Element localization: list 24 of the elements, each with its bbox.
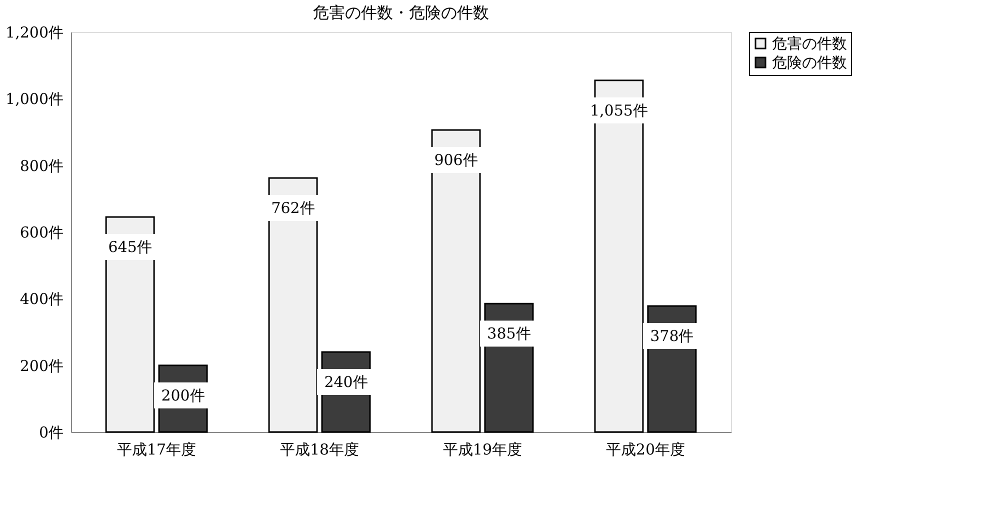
data-label: 762件 — [271, 199, 315, 217]
data-label: 906件 — [434, 151, 478, 169]
y-tick-label: 400件 — [20, 290, 64, 308]
bar — [268, 177, 318, 433]
data-label: 385件 — [487, 324, 531, 343]
y-tick-label: 200件 — [20, 356, 64, 375]
chart-title: 危害の件数・危険の件数 — [313, 3, 489, 22]
y-tick-label: 600件 — [20, 224, 64, 242]
y-tick-label: 0件 — [38, 424, 64, 442]
data-label: 200件 — [161, 386, 205, 404]
y-tick-label: 1,000件 — [6, 90, 64, 108]
y-tick-label: 800件 — [20, 156, 64, 175]
data-label: 645件 — [108, 238, 152, 256]
x-tick-label: 平成19年度 — [442, 440, 522, 458]
data-label: 240件 — [324, 373, 368, 391]
legend-label: 危害の件数 — [772, 34, 847, 52]
y-tick-label: 1,200件 — [6, 24, 64, 42]
x-tick-label: 平成18年度 — [280, 440, 360, 458]
data-label: 378件 — [650, 327, 694, 345]
x-tick-label: 平成20年度 — [606, 440, 685, 458]
x-tick-label: 平成17年度 — [117, 440, 196, 458]
bar — [431, 129, 481, 433]
data-label: 1,055件 — [590, 101, 648, 120]
legend-label: 危険の件数 — [772, 54, 847, 72]
